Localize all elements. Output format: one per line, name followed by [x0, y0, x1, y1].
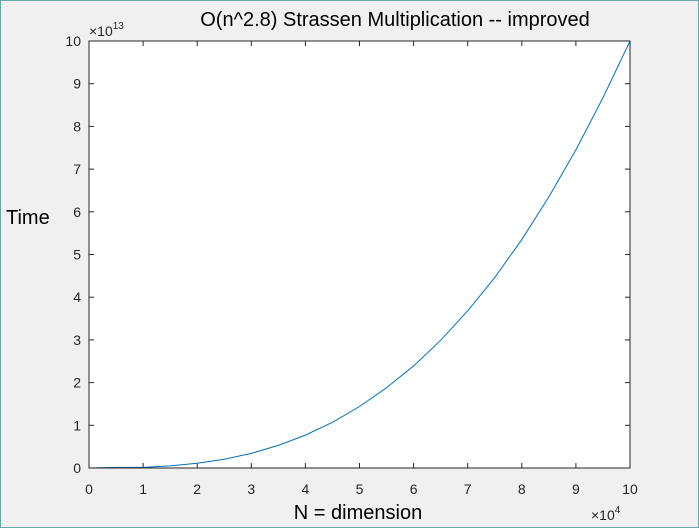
- y-axis-label: Time: [6, 207, 50, 229]
- x-tick-label: 0: [85, 481, 93, 497]
- plot-area: [89, 41, 630, 468]
- y-exponent-base: ×10: [89, 23, 113, 39]
- axes-box: [88, 40, 631, 469]
- x-tick-label: 6: [410, 481, 418, 497]
- chart-title: O(n^2.8) Strassen Multiplication -- impr…: [200, 9, 590, 31]
- x-exponent-label: ×104: [591, 505, 621, 523]
- x-tick-label: 5: [356, 481, 364, 497]
- y-tick-label: 4: [73, 289, 81, 305]
- y-tick-label: 6: [73, 204, 81, 220]
- y-exponent-power: 13: [113, 21, 125, 32]
- x-axis-label: N = dimension: [294, 502, 422, 524]
- x-tick-label: 3: [247, 481, 255, 497]
- y-tick-label: 10: [65, 33, 81, 49]
- y-tick-label: 5: [73, 247, 81, 263]
- x-tick-label: 8: [518, 481, 526, 497]
- x-tick-labels: 0 1 2 3 4 5 6 7 8 9 10: [85, 481, 638, 497]
- x-tick-label: 4: [302, 481, 310, 497]
- y-tick-label: 7: [73, 161, 81, 177]
- x-tick-label: 10: [622, 481, 638, 497]
- y-exponent-label: ×1013: [89, 21, 124, 39]
- x-tick-label: 7: [464, 481, 472, 497]
- x-tick-label: 9: [572, 481, 580, 497]
- y-tick-label: 8: [73, 118, 81, 134]
- x-tick-label: 1: [139, 481, 147, 497]
- y-tick-label: 1: [73, 417, 81, 433]
- y-tick-label: 3: [73, 332, 81, 348]
- x-exponent-base: ×10: [591, 507, 615, 523]
- x-tick-label: 2: [193, 481, 201, 497]
- series-line: [88, 40, 631, 469]
- y-tick-label: 2: [73, 375, 81, 391]
- x-exponent-power: 4: [615, 505, 621, 516]
- y-tick-label: 0: [73, 460, 81, 476]
- y-tick-label: 9: [73, 76, 81, 92]
- y-tick-labels: 0 1 2 3 4 5 6 7 8 9 10: [65, 33, 81, 476]
